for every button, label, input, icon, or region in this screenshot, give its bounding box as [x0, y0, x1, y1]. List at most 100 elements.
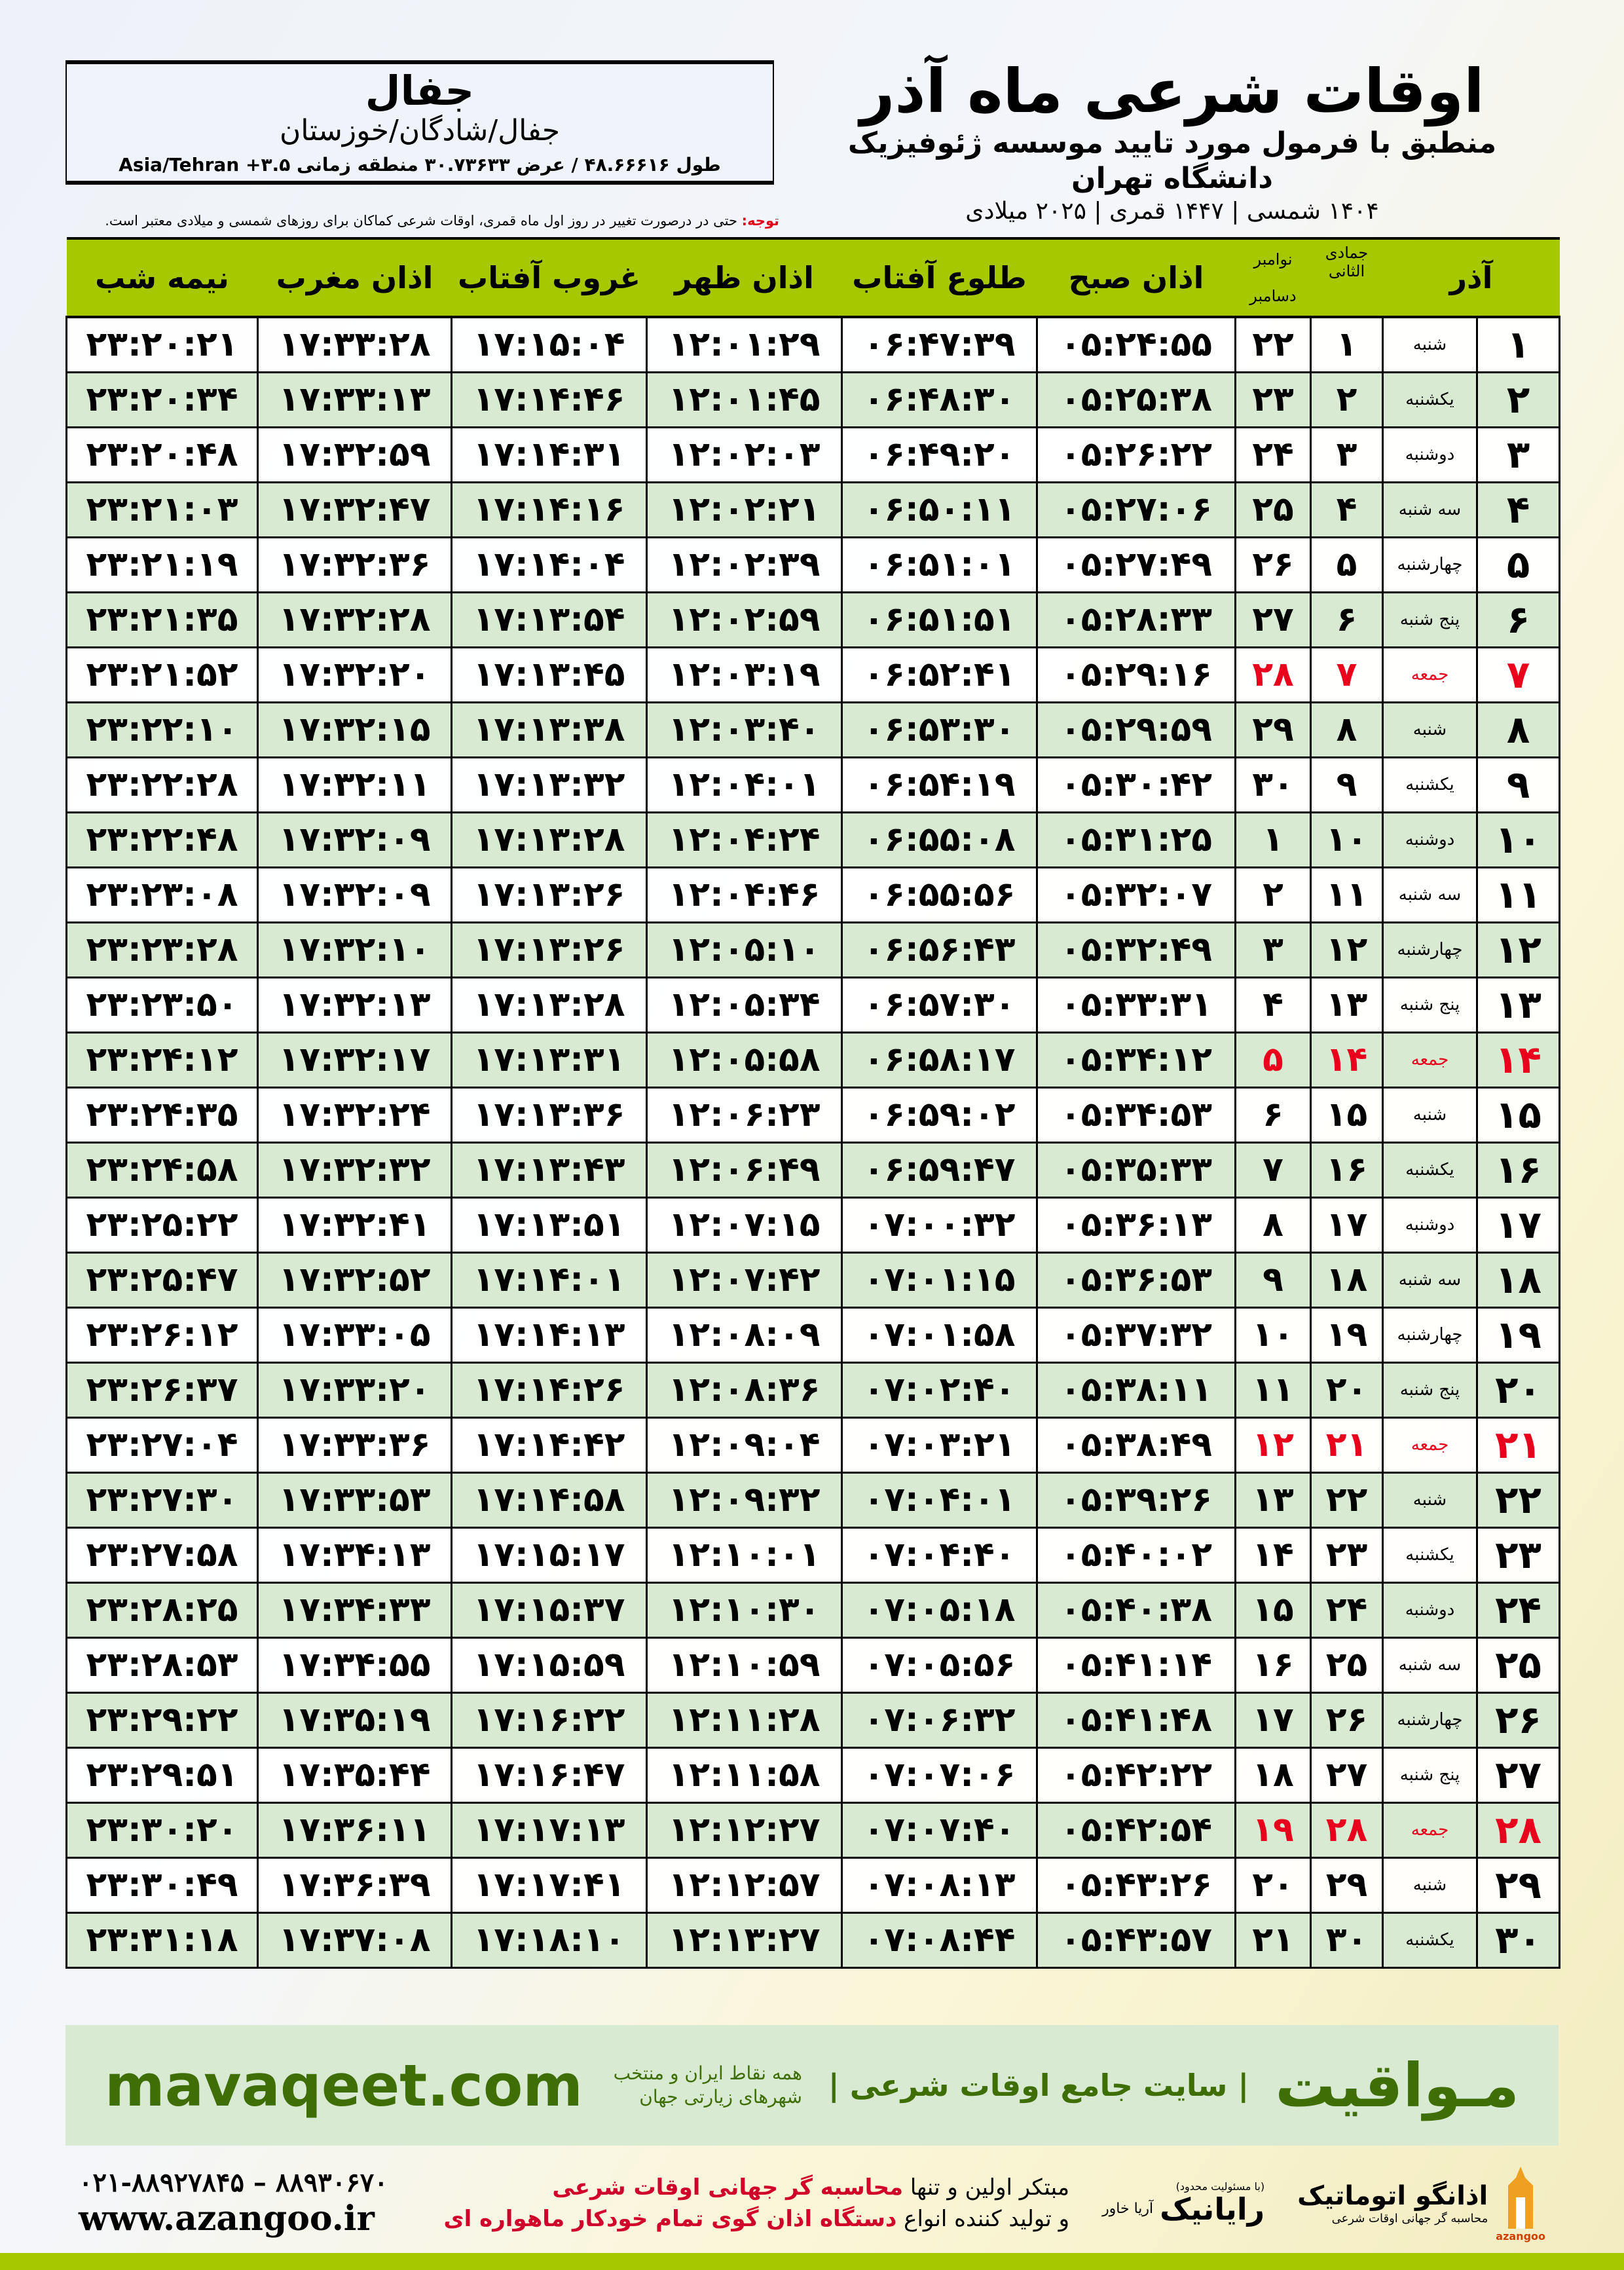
sunset-time: ۱۷:۱۴:۰۱: [451, 1251, 648, 1309]
maghrib-time: ۱۷:۳۲:۳۶: [257, 536, 452, 593]
sunrise-time: ۰۶:۵۳:۳۰: [841, 701, 1038, 758]
maghrib-time: ۱۷:۳۲:۱۳: [257, 976, 452, 1033]
note-label: توجه:: [741, 213, 779, 229]
city-path: جفال/شادگان/خوزستان: [279, 114, 561, 147]
hijri-day: ۱۴: [1310, 1031, 1384, 1088]
maghrib-time: ۱۷:۳۵:۴۴: [257, 1746, 452, 1804]
maghrib-time: ۱۷:۳۴:۱۳: [257, 1526, 452, 1584]
table-row: ۱۰ دوشنبه ۱۰ ۱ ۰۵:۳۱:۲۵ ۰۶:۵۵:۰۸ ۱۲:۰۴:۲۴ ۱۷:۱۳…: [65, 811, 1561, 868]
maghrib-time: ۱۷:۳۲:۲۰: [257, 646, 452, 703]
gregorian-day: ۲۴: [1234, 426, 1312, 483]
dhuhr-time: ۱۲:۰۳:۴۰: [646, 701, 843, 758]
table-row: ۸ شنبه ۸ ۲۹ ۰۵:۲۹:۵۹ ۰۶:۵۳:۳۰ ۱۲:۰۳:۴۰ ۱۷:۱۳:۳۸…: [65, 701, 1561, 758]
table-row: ۳ دوشنبه ۳ ۲۴ ۰۵:۲۶:۲۲ ۰۶:۴۹:۲۰ ۱۲:۰۲:۰۳ ۱۷:۱۴:…: [65, 426, 1561, 483]
midnight-time: ۲۳:۲۲:۱۰: [65, 701, 259, 758]
gregorian-day: ۲۶: [1234, 536, 1312, 593]
day-number: ۴: [1476, 481, 1561, 538]
day-number: ۱۹: [1476, 1306, 1561, 1364]
midnight-time: ۲۳:۲۳:۲۸: [65, 921, 259, 978]
day-number: ۱۸: [1476, 1251, 1561, 1309]
gregorian-day: ۱۰: [1234, 1306, 1312, 1364]
day-number: ۱۶: [1476, 1141, 1561, 1199]
hijri-day: ۳۰: [1310, 1911, 1384, 1969]
gregorian-day: ۲۳: [1234, 371, 1312, 428]
weekday: یکشنبه: [1381, 1526, 1479, 1584]
sunset-time: ۱۷:۱۳:۲۸: [451, 811, 648, 868]
maghrib-time: ۱۷:۳۳:۰۵: [257, 1306, 452, 1364]
fajr-time: ۰۵:۳۲:۰۷: [1036, 866, 1236, 923]
gregorian-day: ۲۹: [1234, 701, 1312, 758]
weekday: شنبه: [1381, 1086, 1479, 1144]
table-row: ۲۳ یکشنبه ۲۳ ۱۴ ۰۵:۴۰:۰۲ ۰۷:۰۴:۴۰ ۱۲:۱۰:۰۱ ۱۷:۱…: [65, 1526, 1561, 1584]
promo-line1: مبتکر اولین و تنها: [903, 2174, 1070, 2201]
fajr-time: ۰۵:۲۵:۳۸: [1036, 371, 1236, 428]
maghrib-time: ۱۷:۳۲:۰۹: [257, 866, 452, 923]
dhuhr-time: ۱۲:۰۷:۱۵: [646, 1196, 843, 1254]
fajr-time: ۰۵:۳۳:۳۱: [1036, 976, 1236, 1033]
fajr-time: ۰۵:۳۴:۱۲: [1036, 1031, 1236, 1088]
midnight-time: ۲۳:۲۷:۵۸: [65, 1526, 259, 1584]
midnight-time: ۲۳:۲۹:۵۱: [65, 1746, 259, 1804]
note: توجه: حتی در درصورت تغییر در روز اول ماه…: [65, 213, 779, 229]
day-number: ۳: [1476, 426, 1561, 483]
maghrib-time: ۱۷:۳۲:۵۹: [257, 426, 452, 483]
sunrise-time: ۰۷:۰۵:۵۶: [841, 1636, 1038, 1694]
weekday: پنج شنبه: [1381, 591, 1479, 648]
header-block: اوقات شرعی ماه آذر منطبق با فرمول مورد ت…: [805, 58, 1539, 227]
day-number: ۱۷: [1476, 1196, 1561, 1254]
sunset-time: ۱۷:۱۳:۲۶: [451, 921, 648, 978]
dhuhr-time: ۱۲:۱۲:۵۷: [646, 1856, 843, 1914]
maghrib-time: ۱۷:۳۳:۵۳: [257, 1471, 452, 1529]
maghrib-time: ۱۷:۳۷:۰۸: [257, 1911, 452, 1969]
weekday: سه شنبه: [1381, 481, 1479, 538]
gregorian-day: ۴: [1234, 976, 1312, 1033]
weekday: جمعه: [1381, 1416, 1479, 1474]
col-sunset: غروب آفتاب: [451, 237, 647, 318]
logo1-sub: محاسبه گر جهانی اوقات شرعی: [1331, 2212, 1488, 2226]
maghrib-time: ۱۷:۳۴:۳۳: [257, 1581, 452, 1639]
gregorian-day: ۱۵: [1234, 1581, 1312, 1639]
hijri-day: ۲۲: [1310, 1471, 1384, 1529]
fajr-time: ۰۵:۲۴:۵۵: [1036, 316, 1236, 373]
day-number: ۲۴: [1476, 1581, 1561, 1639]
sunrise-time: ۰۶:۵۵:۵۶: [841, 866, 1038, 923]
dhuhr-time: ۱۲:۰۶:۴۹: [646, 1141, 843, 1199]
promo-line1-highlight: محاسبه گر جهانی اوقات شرعی: [552, 2174, 904, 2201]
sunrise-time: ۰۶:۵۲:۴۱: [841, 646, 1038, 703]
hijri-day: ۲۵: [1310, 1636, 1384, 1694]
hijri-day: ۲۳: [1310, 1526, 1384, 1584]
weekday: چهارشنبه: [1381, 536, 1479, 593]
gregorian-day: ۳: [1234, 921, 1312, 978]
hijri-day: ۲۸: [1310, 1801, 1384, 1859]
gregorian-day: ۱۸: [1234, 1746, 1312, 1804]
midnight-time: ۲۳:۳۰:۴۹: [65, 1856, 259, 1914]
table-header: آذر جمادی الثانی نوامبر دسامبر اذان صبح ط…: [66, 237, 1560, 318]
maghrib-time: ۱۷:۳۶:۱۱: [257, 1801, 452, 1859]
weekday: پنج شنبه: [1381, 1746, 1479, 1804]
midnight-time: ۲۳:۲۴:۵۸: [65, 1141, 259, 1199]
promo-line2-highlight: دستگاه اذان گوی تمام خودکار ماهواره ای: [443, 2206, 897, 2232]
logo2-side: آریا خاور: [1102, 2200, 1154, 2217]
hijri-day: ۵: [1310, 536, 1384, 593]
fajr-time: ۰۵:۴۰:۳۸: [1036, 1581, 1236, 1639]
website-link[interactable]: www.azangoo.ir: [79, 2198, 375, 2239]
dhuhr-time: ۱۲:۰۹:۰۴: [646, 1416, 843, 1474]
maghrib-time: ۱۷:۳۵:۱۹: [257, 1691, 452, 1749]
dhuhr-time: ۱۲:۰۷:۴۲: [646, 1251, 843, 1309]
brand-tagline: | سایت جامع اوقات شرعی |: [828, 2068, 1249, 2103]
weekday: یکشنبه: [1381, 756, 1479, 813]
maghrib-time: ۱۷:۳۲:۱۱: [257, 756, 452, 813]
hijri-day: ۱۹: [1310, 1306, 1384, 1364]
fajr-time: ۰۵:۳۵:۳۳: [1036, 1141, 1236, 1199]
hijri-day: ۳: [1310, 426, 1384, 483]
sunrise-time: ۰۷:۰۸:۱۳: [841, 1856, 1038, 1914]
maghrib-time: ۱۷:۳۲:۲۸: [257, 591, 452, 648]
gregorian-day: ۱۱: [1234, 1361, 1312, 1419]
maghrib-time: ۱۷:۳۲:۱۷: [257, 1031, 452, 1088]
day-number: ۱۴: [1476, 1031, 1561, 1088]
sunset-time: ۱۷:۱۴:۴۶: [451, 371, 648, 428]
hijri-day: ۴: [1310, 481, 1384, 538]
contact: ۰۲۱-۸۸۹۲۷۸۴۵ – ۸۸۹۳۰۶۷۰ www.azangoo.ir: [79, 2167, 388, 2239]
sunrise-time: ۰۶:۴۹:۲۰: [841, 426, 1038, 483]
site-link[interactable]: mavaqeet.com: [105, 2051, 583, 2119]
